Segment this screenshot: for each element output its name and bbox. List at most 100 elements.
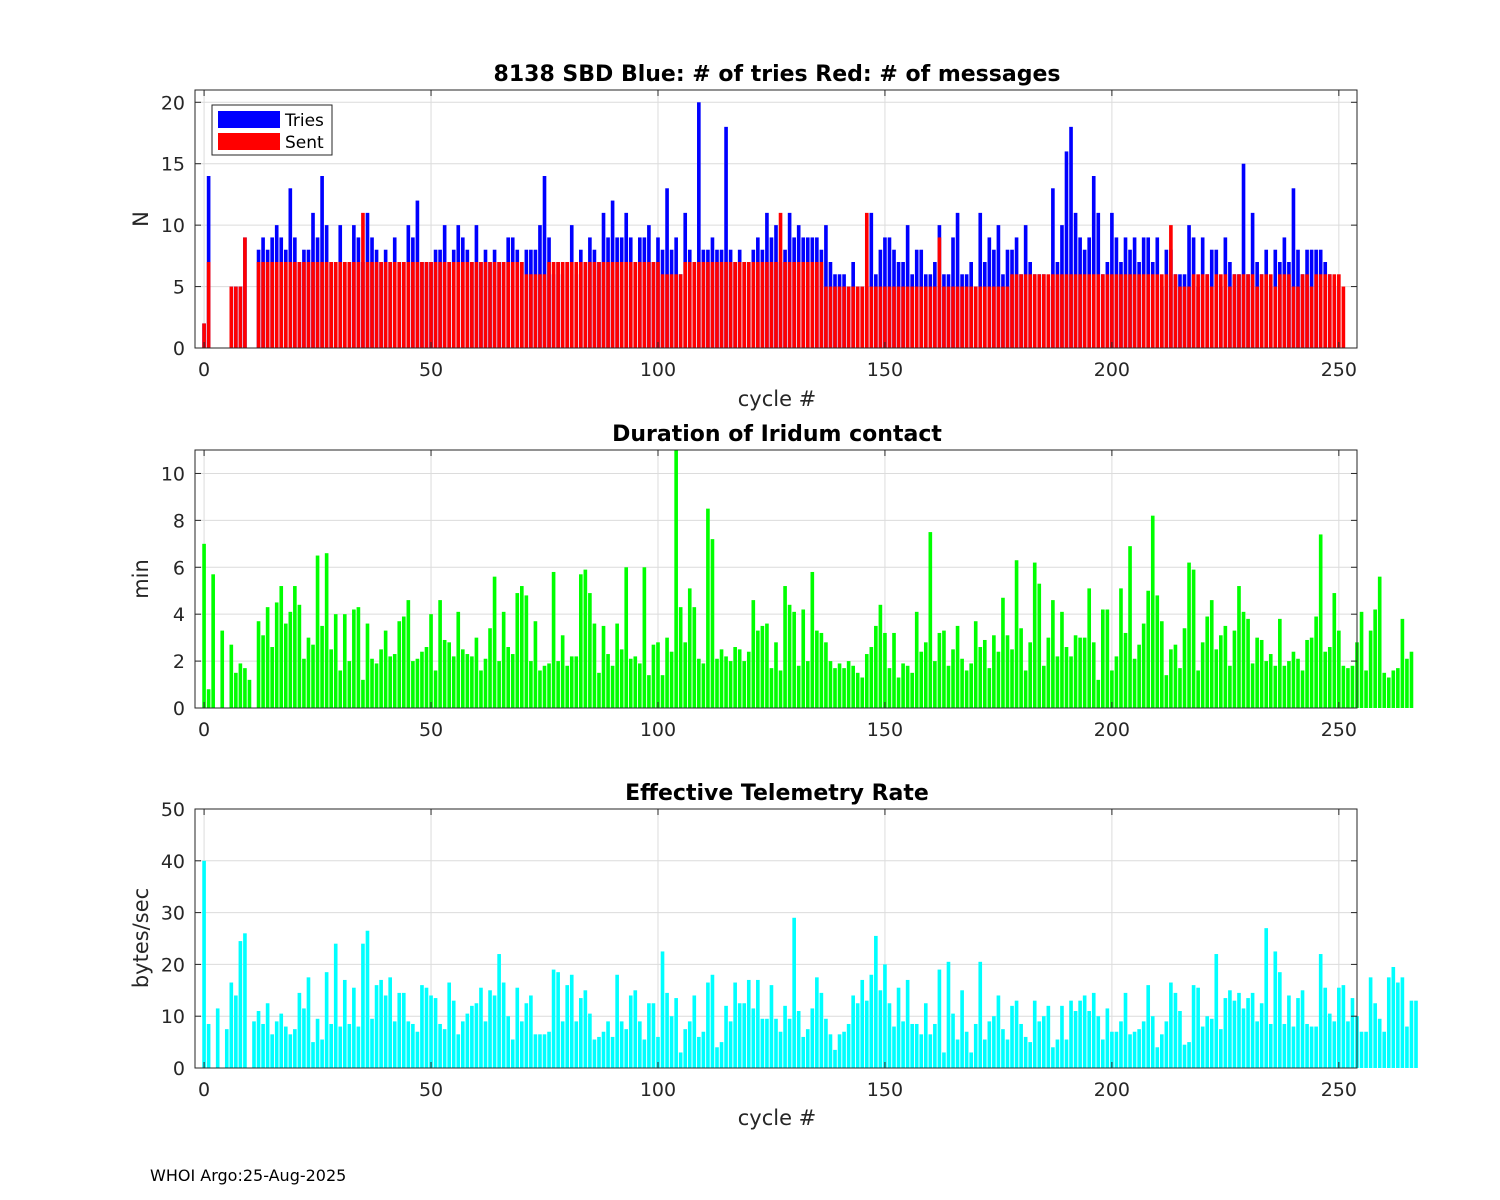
- sent-bar: [914, 286, 919, 348]
- value-bar: [352, 609, 356, 708]
- value-bar: [243, 933, 247, 1068]
- sent-bar: [1255, 286, 1259, 348]
- tries-bar: [1291, 188, 1296, 348]
- value-bar: [842, 668, 846, 708]
- value-bar: [642, 1039, 647, 1068]
- value-bar: [692, 995, 697, 1068]
- value-bar: [978, 647, 983, 708]
- value-bar: [1341, 665, 1346, 708]
- sent-bar: [624, 262, 629, 348]
- sent-bar: [529, 274, 533, 348]
- y-tick-label: 0: [173, 698, 185, 720]
- value-bar: [801, 1036, 806, 1068]
- value-bar: [914, 1023, 919, 1068]
- value-bar: [252, 1021, 256, 1068]
- sent-bar: [1032, 274, 1037, 348]
- value-bar: [597, 1036, 601, 1068]
- value-bar: [424, 987, 429, 1068]
- tries-bar: [978, 212, 983, 348]
- value-bar: [520, 1021, 524, 1068]
- sent-bar: [1037, 274, 1042, 348]
- value-bar: [501, 982, 506, 1068]
- value-bar: [338, 670, 343, 708]
- value-bar: [1250, 992, 1255, 1068]
- footer-credit: WHOI Argo:25-Aug-2025: [150, 1166, 347, 1185]
- value-bar: [1096, 1016, 1101, 1068]
- value-bar: [293, 586, 297, 708]
- value-bar: [1137, 1029, 1141, 1068]
- value-bar: [737, 649, 742, 708]
- value-bar: [1332, 593, 1337, 708]
- value-bar: [883, 964, 887, 1068]
- value-bar: [1282, 1023, 1287, 1068]
- value-bar: [1291, 1026, 1296, 1068]
- value-bar: [551, 969, 556, 1068]
- value-bar: [1391, 966, 1396, 1068]
- value-bar: [1228, 990, 1232, 1068]
- value-bar: [533, 1034, 538, 1068]
- value-bar: [919, 651, 924, 708]
- value-bar: [1259, 639, 1264, 708]
- value-bar: [1073, 635, 1078, 708]
- sent-bar: [805, 262, 810, 348]
- value-bar: [1069, 656, 1073, 708]
- value-bar: [697, 1036, 701, 1068]
- value-bar: [420, 985, 424, 1068]
- x-tick-label: 100: [640, 719, 676, 741]
- value-bar: [819, 632, 824, 708]
- value-bar: [946, 665, 951, 708]
- value-bar: [674, 998, 678, 1068]
- value-bar: [1296, 658, 1300, 708]
- value-bar: [1373, 1003, 1377, 1068]
- tries-bar: [1091, 176, 1096, 348]
- value-bar: [547, 663, 551, 708]
- legend-swatch-sent: [218, 133, 280, 150]
- value-bar: [1055, 656, 1060, 708]
- sent-bar: [1064, 274, 1069, 348]
- sent-bar: [556, 262, 560, 348]
- value-bar: [288, 1034, 293, 1068]
- value-bar: [361, 679, 365, 708]
- sent-bar: [992, 286, 996, 348]
- iridium-duration-chart: Duration of Iridum contact min 0 50 100 150…: [129, 422, 1414, 741]
- value-bar: [234, 995, 238, 1068]
- value-bar: [1346, 668, 1350, 708]
- value-bar: [1078, 1000, 1082, 1068]
- sent-bar: [592, 262, 597, 348]
- value-bar: [960, 658, 964, 708]
- value-bar: [447, 982, 451, 1068]
- value-bar: [361, 943, 365, 1068]
- value-bar: [1010, 1005, 1014, 1068]
- value-bar: [429, 995, 433, 1068]
- sent-bar: [1214, 274, 1219, 348]
- sent-bar: [1141, 274, 1146, 348]
- sent-bar: [937, 237, 942, 348]
- value-bar: [756, 979, 760, 1068]
- value-bar: [828, 1034, 833, 1068]
- sent-bar: [429, 262, 433, 348]
- value-bar: [470, 656, 474, 708]
- sent-bar: [288, 262, 293, 348]
- sent-bar: [1078, 274, 1082, 348]
- value-bar: [1060, 611, 1064, 708]
- legend: Tries Sent: [211, 104, 333, 156]
- value-bar: [982, 639, 987, 708]
- sent-bar: [361, 212, 365, 348]
- value-bar: [456, 1034, 461, 1068]
- value-bar: [606, 1021, 610, 1068]
- value-bar: [860, 979, 865, 1068]
- value-bar: [774, 642, 778, 708]
- sent-bar: [651, 262, 656, 348]
- sent-bar: [796, 262, 801, 348]
- value-bar: [1309, 637, 1314, 708]
- sent-bar: [1296, 286, 1300, 348]
- sent-bar: [542, 274, 547, 348]
- sent-bar: [415, 262, 420, 348]
- sent-bar: [647, 262, 651, 348]
- value-bar: [996, 651, 1001, 708]
- value-bar: [910, 1023, 914, 1068]
- sent-bar: [824, 286, 828, 348]
- sent-bar: [1010, 274, 1014, 348]
- value-bar: [1101, 609, 1105, 708]
- value-bar: [565, 985, 570, 1068]
